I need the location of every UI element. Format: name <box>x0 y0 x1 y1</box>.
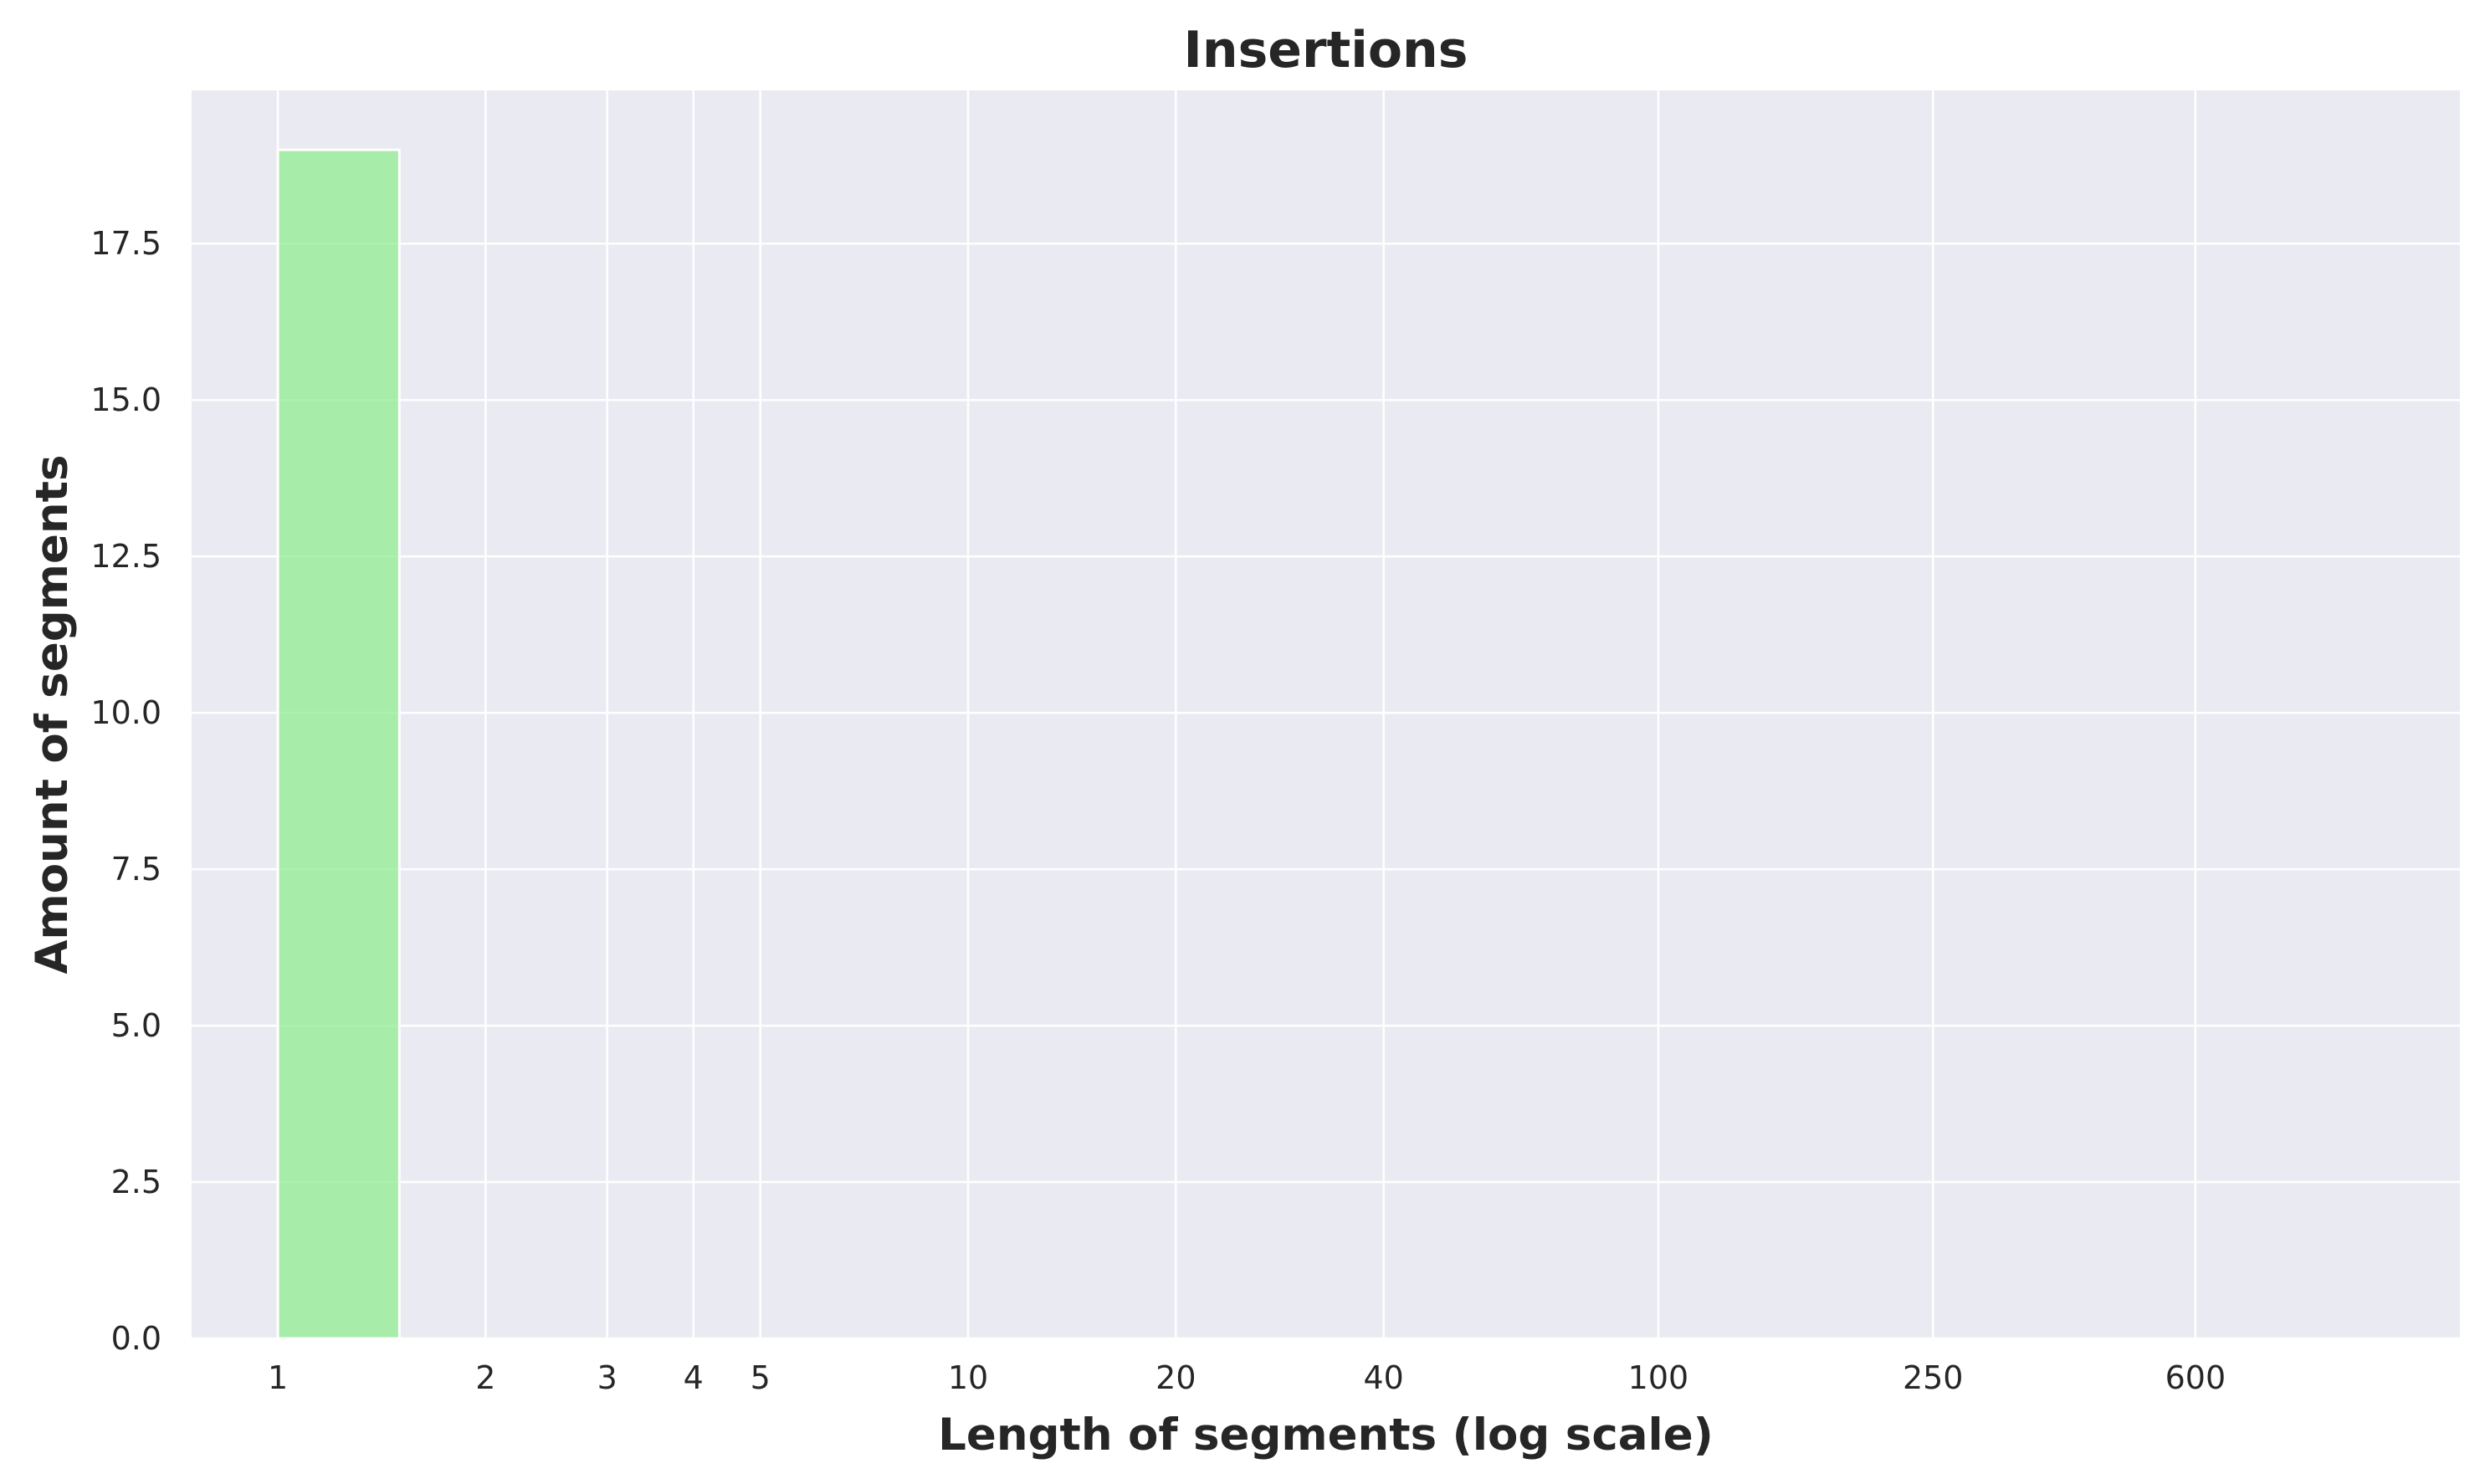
histogram-bar <box>276 148 401 1340</box>
plot-area <box>192 90 2460 1338</box>
chart-title: Insertions <box>1184 21 1468 79</box>
y-tick-label: 15.0 <box>90 381 161 418</box>
grid-lines <box>192 90 2460 1340</box>
x-tick-label: 1 <box>268 1359 288 1396</box>
x-tick-label: 250 <box>1903 1359 1964 1396</box>
y-tick-label: 12.5 <box>90 538 161 575</box>
x-tick-label: 600 <box>2165 1359 2226 1396</box>
bars <box>276 148 401 1340</box>
x-tick-label: 20 <box>1155 1359 1196 1396</box>
x-tick-label: 3 <box>597 1359 617 1396</box>
x-tick-label: 4 <box>684 1359 704 1396</box>
x-tick-label: 100 <box>1628 1359 1689 1396</box>
x-tick-label: 5 <box>751 1359 771 1396</box>
y-tick-labels: 0.0 2.5 5.0 7.5 10.0 12.5 15.0 17.5 <box>90 225 161 1357</box>
x-tick-labels: 1 2 3 4 5 10 20 40 100 250 600 <box>268 1359 2226 1396</box>
x-tick-label: 40 <box>1363 1359 1403 1396</box>
y-tick-label: 10.0 <box>90 694 161 731</box>
y-tick-label: 5.0 <box>111 1007 161 1044</box>
y-tick-label: 0.0 <box>111 1320 161 1357</box>
y-tick-label: 2.5 <box>111 1164 161 1200</box>
x-tick-label: 10 <box>948 1359 988 1396</box>
y-tick-label: 7.5 <box>111 851 161 888</box>
y-tick-label: 17.5 <box>90 225 161 262</box>
y-axis-label: Amount of segments <box>27 454 78 974</box>
x-tick-label: 2 <box>475 1359 495 1396</box>
x-axis-label: Length of segments (log scale) <box>938 1410 1714 1461</box>
